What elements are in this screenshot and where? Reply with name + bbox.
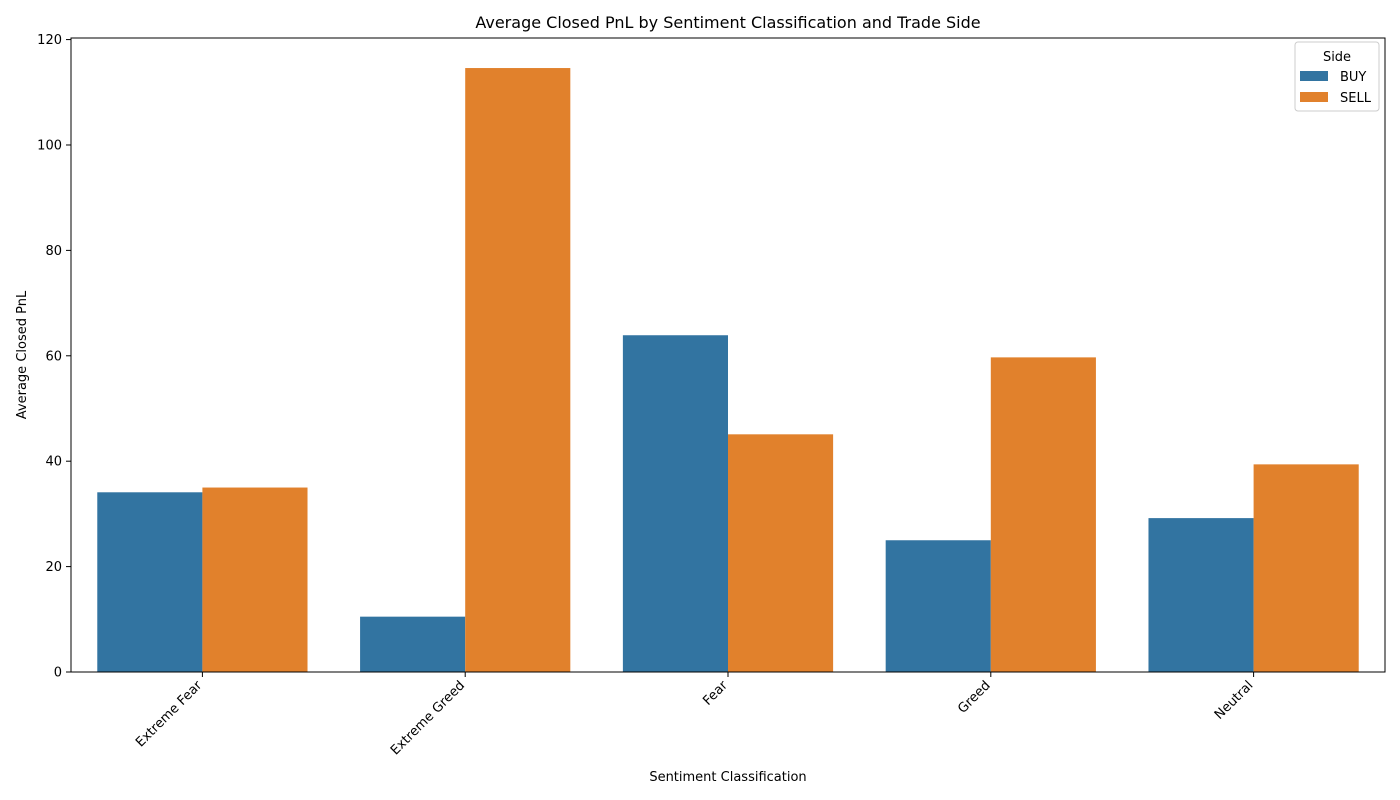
bar-fear-buy (622, 335, 728, 672)
bar-neutral-sell (1253, 464, 1359, 672)
bars-layer (97, 68, 1359, 673)
bar-fear-sell (728, 434, 834, 672)
legend-swatch-buy (1300, 71, 1328, 81)
legend-label-buy: BUY (1340, 70, 1366, 85)
bar-extreme-fear-sell (202, 487, 308, 672)
legend-label-sell: SELL (1340, 91, 1372, 106)
bar-greed-sell (990, 357, 1096, 672)
x-tick-label-neutral: Neutral (1212, 678, 1257, 723)
y-tick-label-80: 80 (45, 244, 62, 259)
legend-title: Side (1323, 50, 1351, 65)
y-axis-title: Average Closed PnL (15, 290, 30, 419)
x-axis-title: Sentiment Classification (649, 770, 806, 785)
legend-swatch-sell (1300, 92, 1328, 102)
legend: Side BUY SELL (1294, 41, 1380, 112)
y-tick-label-60: 60 (45, 349, 62, 364)
y-tick-label-0: 0 (54, 666, 62, 681)
bar-extreme-greed-sell (465, 68, 571, 673)
bar-extreme-greed-buy (360, 616, 466, 672)
y-tick-label-100: 100 (37, 138, 62, 153)
x-tick-label-extreme-greed: Extreme Greed (388, 678, 468, 758)
y-tick-label-120: 120 (37, 33, 62, 48)
bar-greed-buy (885, 540, 991, 672)
bar-neutral-buy (1148, 518, 1254, 672)
bar-extreme-fear-buy (97, 492, 203, 672)
x-tick-label-greed: Greed (955, 678, 993, 716)
chart-title: Average Closed PnL by Sentiment Classifi… (475, 13, 980, 32)
x-tick-label-extreme-fear: Extreme Fear (133, 678, 206, 751)
x-tick-label-fear: Fear (700, 678, 731, 709)
y-tick-label-20: 20 (45, 560, 62, 575)
y-tick-label-40: 40 (45, 455, 62, 470)
